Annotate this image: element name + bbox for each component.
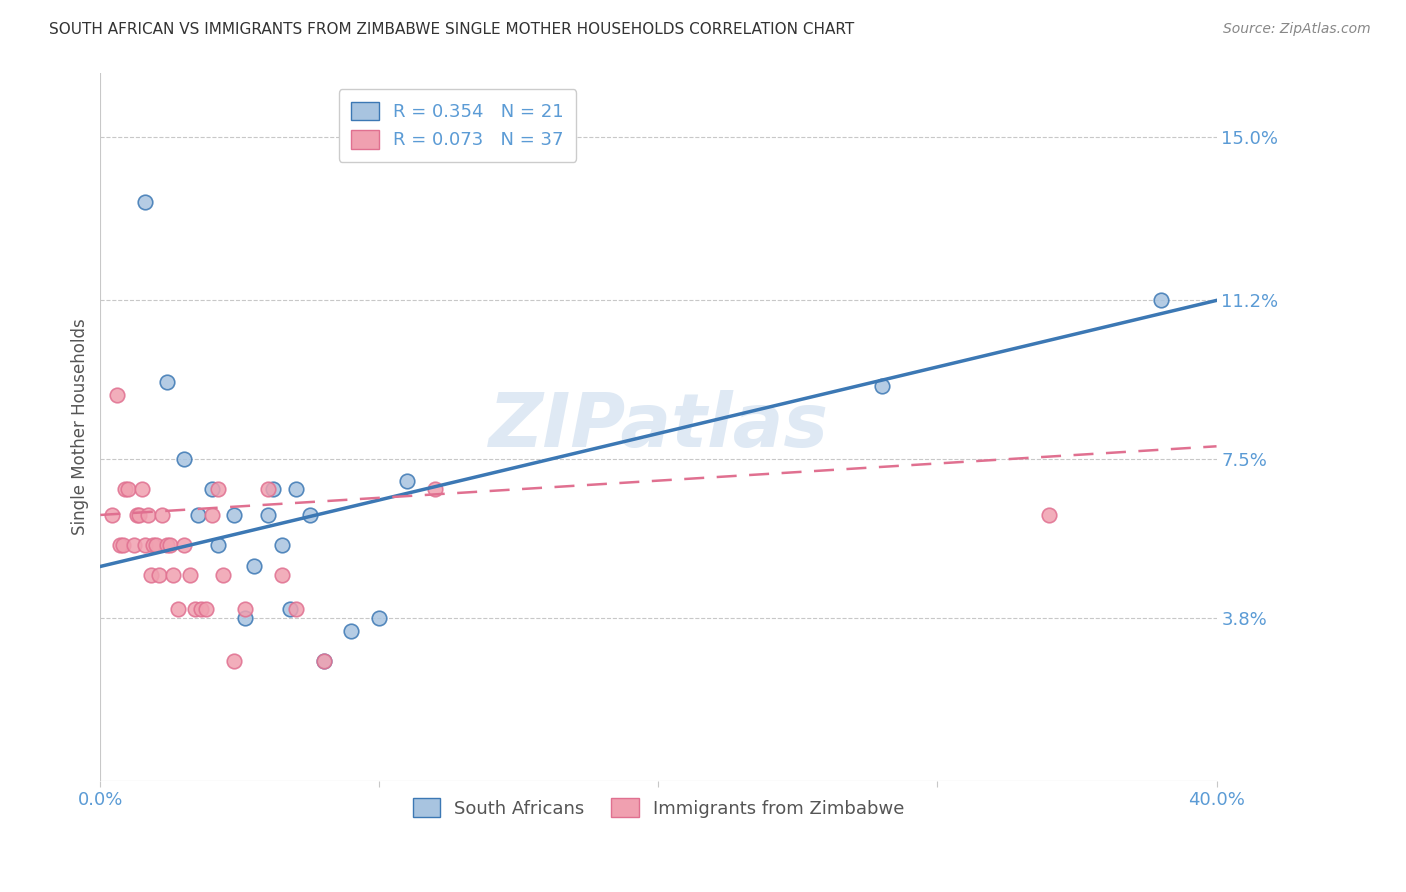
Point <box>167 602 190 616</box>
Point <box>184 602 207 616</box>
Point <box>212 568 235 582</box>
Point <box>117 482 139 496</box>
Point <box>131 482 153 496</box>
Point <box>128 508 150 522</box>
Point <box>139 568 162 582</box>
Point <box>201 508 224 522</box>
Point <box>162 568 184 582</box>
Point <box>425 482 447 496</box>
Point <box>270 568 292 582</box>
Point <box>396 474 419 488</box>
Point <box>108 538 131 552</box>
Point <box>150 508 173 522</box>
Point <box>134 538 156 552</box>
Point <box>142 538 165 552</box>
Point <box>156 375 179 389</box>
Point <box>243 559 266 574</box>
Text: Source: ZipAtlas.com: Source: ZipAtlas.com <box>1223 22 1371 37</box>
Point <box>235 602 257 616</box>
Point <box>207 482 229 496</box>
Point <box>270 538 292 552</box>
Text: SOUTH AFRICAN VS IMMIGRANTS FROM ZIMBABWE SINGLE MOTHER HOUSEHOLDS CORRELATION C: SOUTH AFRICAN VS IMMIGRANTS FROM ZIMBABW… <box>49 22 855 37</box>
Point <box>125 508 148 522</box>
Point <box>134 194 156 209</box>
Point <box>201 482 224 496</box>
Point <box>298 508 321 522</box>
Point <box>224 508 246 522</box>
Point <box>224 654 246 668</box>
Point <box>235 611 257 625</box>
Point <box>156 538 179 552</box>
Point <box>122 538 145 552</box>
Point <box>179 568 201 582</box>
Point <box>256 508 278 522</box>
Point <box>278 602 301 616</box>
Point <box>870 379 893 393</box>
Point <box>145 538 167 552</box>
Point <box>312 654 335 668</box>
Point <box>100 508 122 522</box>
Legend: South Africans, Immigrants from Zimbabwe: South Africans, Immigrants from Zimbabwe <box>405 791 911 825</box>
Point <box>312 654 335 668</box>
Point <box>256 482 278 496</box>
Point <box>207 538 229 552</box>
Point <box>105 388 128 402</box>
Point <box>262 482 284 496</box>
Point <box>173 538 195 552</box>
Y-axis label: Single Mother Households: Single Mother Households <box>72 318 89 535</box>
Point <box>173 452 195 467</box>
Point <box>1038 508 1060 522</box>
Point <box>148 568 170 582</box>
Point <box>284 602 307 616</box>
Point <box>190 602 212 616</box>
Point <box>1150 293 1173 308</box>
Point <box>284 482 307 496</box>
Point <box>159 538 181 552</box>
Text: ZIPatlas: ZIPatlas <box>488 391 828 464</box>
Point <box>136 508 159 522</box>
Point <box>368 611 391 625</box>
Point <box>340 624 363 638</box>
Point <box>187 508 209 522</box>
Point <box>195 602 218 616</box>
Point <box>114 482 136 496</box>
Point <box>111 538 134 552</box>
